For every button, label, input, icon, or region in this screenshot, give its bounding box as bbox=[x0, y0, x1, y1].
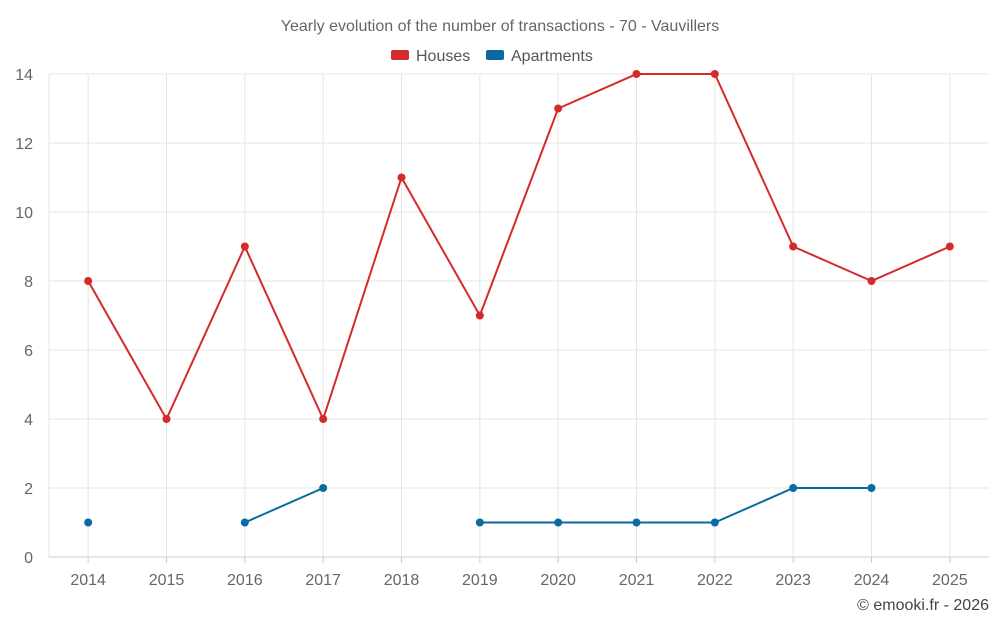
series-line-apartments bbox=[479, 487, 872, 524]
y-tick-label: 2 bbox=[24, 481, 33, 498]
y-tick-label: 14 bbox=[15, 67, 33, 84]
data-point-apartments[interactable] bbox=[475, 518, 484, 527]
series-houses bbox=[84, 70, 954, 423]
data-point-apartments[interactable] bbox=[319, 484, 328, 492]
legend-swatch-houses bbox=[391, 50, 409, 60]
x-tick-label: 2016 bbox=[227, 572, 263, 589]
y-tick-label: 12 bbox=[15, 136, 33, 153]
legend-item-apartments[interactable]: Apartments bbox=[486, 48, 593, 65]
data-point-houses[interactable] bbox=[397, 173, 406, 182]
x-tick-label: 2019 bbox=[462, 572, 498, 589]
data-point-apartments[interactable] bbox=[632, 518, 641, 527]
x-tick-label: 2015 bbox=[149, 572, 185, 589]
legend-label-apartments: Apartments bbox=[511, 48, 593, 65]
series-line-apartments bbox=[244, 487, 324, 524]
x-tick-label: 2024 bbox=[854, 572, 890, 589]
data-point-apartments[interactable] bbox=[240, 518, 249, 527]
data-point-apartments[interactable] bbox=[789, 484, 798, 492]
data-point-houses[interactable] bbox=[475, 311, 484, 320]
chart-title: Yearly evolution of the number of transa… bbox=[281, 18, 719, 35]
data-point-apartments[interactable] bbox=[867, 484, 876, 492]
legend-swatch-apartments bbox=[486, 50, 504, 60]
data-point-houses[interactable] bbox=[240, 242, 249, 251]
series-line-houses bbox=[87, 73, 951, 420]
data-point-houses[interactable] bbox=[162, 415, 171, 423]
grid bbox=[48, 73, 989, 558]
x-tick-label: 2018 bbox=[384, 572, 420, 589]
data-point-houses[interactable] bbox=[710, 70, 719, 78]
y-axis-ticks: 0 2 4 6 8 10 12 14 bbox=[15, 67, 33, 567]
y-tick-label: 8 bbox=[24, 274, 33, 291]
data-point-houses[interactable] bbox=[789, 242, 798, 251]
data-point-houses[interactable] bbox=[84, 277, 93, 285]
x-tick-label: 2021 bbox=[619, 572, 655, 589]
data-point-apartments[interactable] bbox=[710, 518, 719, 527]
series-apartments bbox=[84, 484, 876, 527]
data-point-houses[interactable] bbox=[319, 415, 328, 423]
y-tick-label: 10 bbox=[15, 205, 33, 222]
x-tick-label: 2014 bbox=[70, 572, 106, 589]
legend-item-houses[interactable]: Houses bbox=[391, 48, 470, 65]
x-tick-label: 2025 bbox=[932, 572, 968, 589]
credit-text: © emooki.fr - 2026 bbox=[857, 597, 989, 614]
data-point-apartments[interactable] bbox=[84, 518, 93, 527]
series bbox=[84, 70, 954, 527]
legend: Houses Apartments bbox=[391, 48, 593, 65]
y-tick-label: 0 bbox=[24, 550, 33, 567]
x-tick-label: 2022 bbox=[697, 572, 733, 589]
data-point-houses[interactable] bbox=[945, 242, 954, 251]
x-tick-label: 2020 bbox=[540, 572, 576, 589]
y-tick-label: 4 bbox=[24, 412, 33, 429]
data-point-houses[interactable] bbox=[554, 104, 563, 113]
legend-label-houses: Houses bbox=[416, 48, 470, 65]
x-axis-ticks: 2014 2015 2016 2017 2018 2019 2020 2021 2022 2023… bbox=[70, 557, 968, 589]
y-tick-label: 6 bbox=[24, 343, 33, 360]
data-point-houses[interactable] bbox=[632, 70, 641, 78]
data-point-houses[interactable] bbox=[867, 277, 876, 285]
x-tick-label: 2023 bbox=[775, 572, 811, 589]
x-tick-label: 2017 bbox=[305, 572, 341, 589]
data-point-apartments[interactable] bbox=[554, 518, 563, 527]
